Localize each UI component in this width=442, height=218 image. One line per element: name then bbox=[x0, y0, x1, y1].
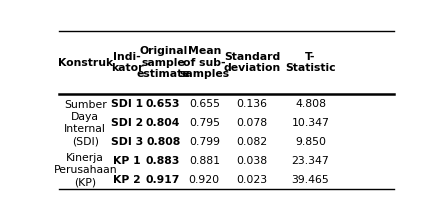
Text: SDI 2: SDI 2 bbox=[111, 118, 143, 128]
Text: Kinerja
Perusahaan
(KP): Kinerja Perusahaan (KP) bbox=[53, 153, 117, 187]
Text: KP 2: KP 2 bbox=[113, 175, 141, 185]
Text: 0.655: 0.655 bbox=[189, 99, 220, 109]
Text: 0.883: 0.883 bbox=[146, 157, 180, 167]
Text: 0.023: 0.023 bbox=[236, 175, 268, 185]
Text: KP 1: KP 1 bbox=[113, 157, 141, 167]
Text: 0.653: 0.653 bbox=[146, 99, 180, 109]
Text: 9.850: 9.850 bbox=[295, 137, 326, 147]
Text: 0.038: 0.038 bbox=[236, 157, 268, 167]
Text: 0.795: 0.795 bbox=[189, 118, 220, 128]
Text: 0.078: 0.078 bbox=[236, 118, 268, 128]
Text: Standard
deviation: Standard deviation bbox=[224, 52, 281, 73]
Text: SDI 3: SDI 3 bbox=[111, 137, 143, 147]
Text: 0.082: 0.082 bbox=[236, 137, 268, 147]
Text: 23.347: 23.347 bbox=[292, 157, 329, 167]
Text: Mean
of sub-
samples: Mean of sub- samples bbox=[179, 46, 229, 79]
Text: Indi-
kator: Indi- kator bbox=[111, 52, 144, 73]
Text: 0.881: 0.881 bbox=[189, 157, 220, 167]
Text: 0.799: 0.799 bbox=[189, 137, 220, 147]
Text: 0.804: 0.804 bbox=[146, 118, 180, 128]
Text: 4.808: 4.808 bbox=[295, 99, 326, 109]
Text: Sumber
Daya
Internal
(SDI): Sumber Daya Internal (SDI) bbox=[64, 100, 107, 146]
Text: 0.136: 0.136 bbox=[237, 99, 268, 109]
Text: Original
sample
estimate: Original sample estimate bbox=[136, 46, 190, 79]
Text: Konstruk: Konstruk bbox=[57, 58, 113, 68]
Text: 0.808: 0.808 bbox=[146, 137, 180, 147]
Text: 39.465: 39.465 bbox=[292, 175, 329, 185]
Text: SDI 1: SDI 1 bbox=[111, 99, 143, 109]
Text: T-
Statistic: T- Statistic bbox=[285, 52, 336, 73]
Text: 0.920: 0.920 bbox=[189, 175, 220, 185]
Text: 0.917: 0.917 bbox=[146, 175, 180, 185]
Text: 10.347: 10.347 bbox=[292, 118, 329, 128]
